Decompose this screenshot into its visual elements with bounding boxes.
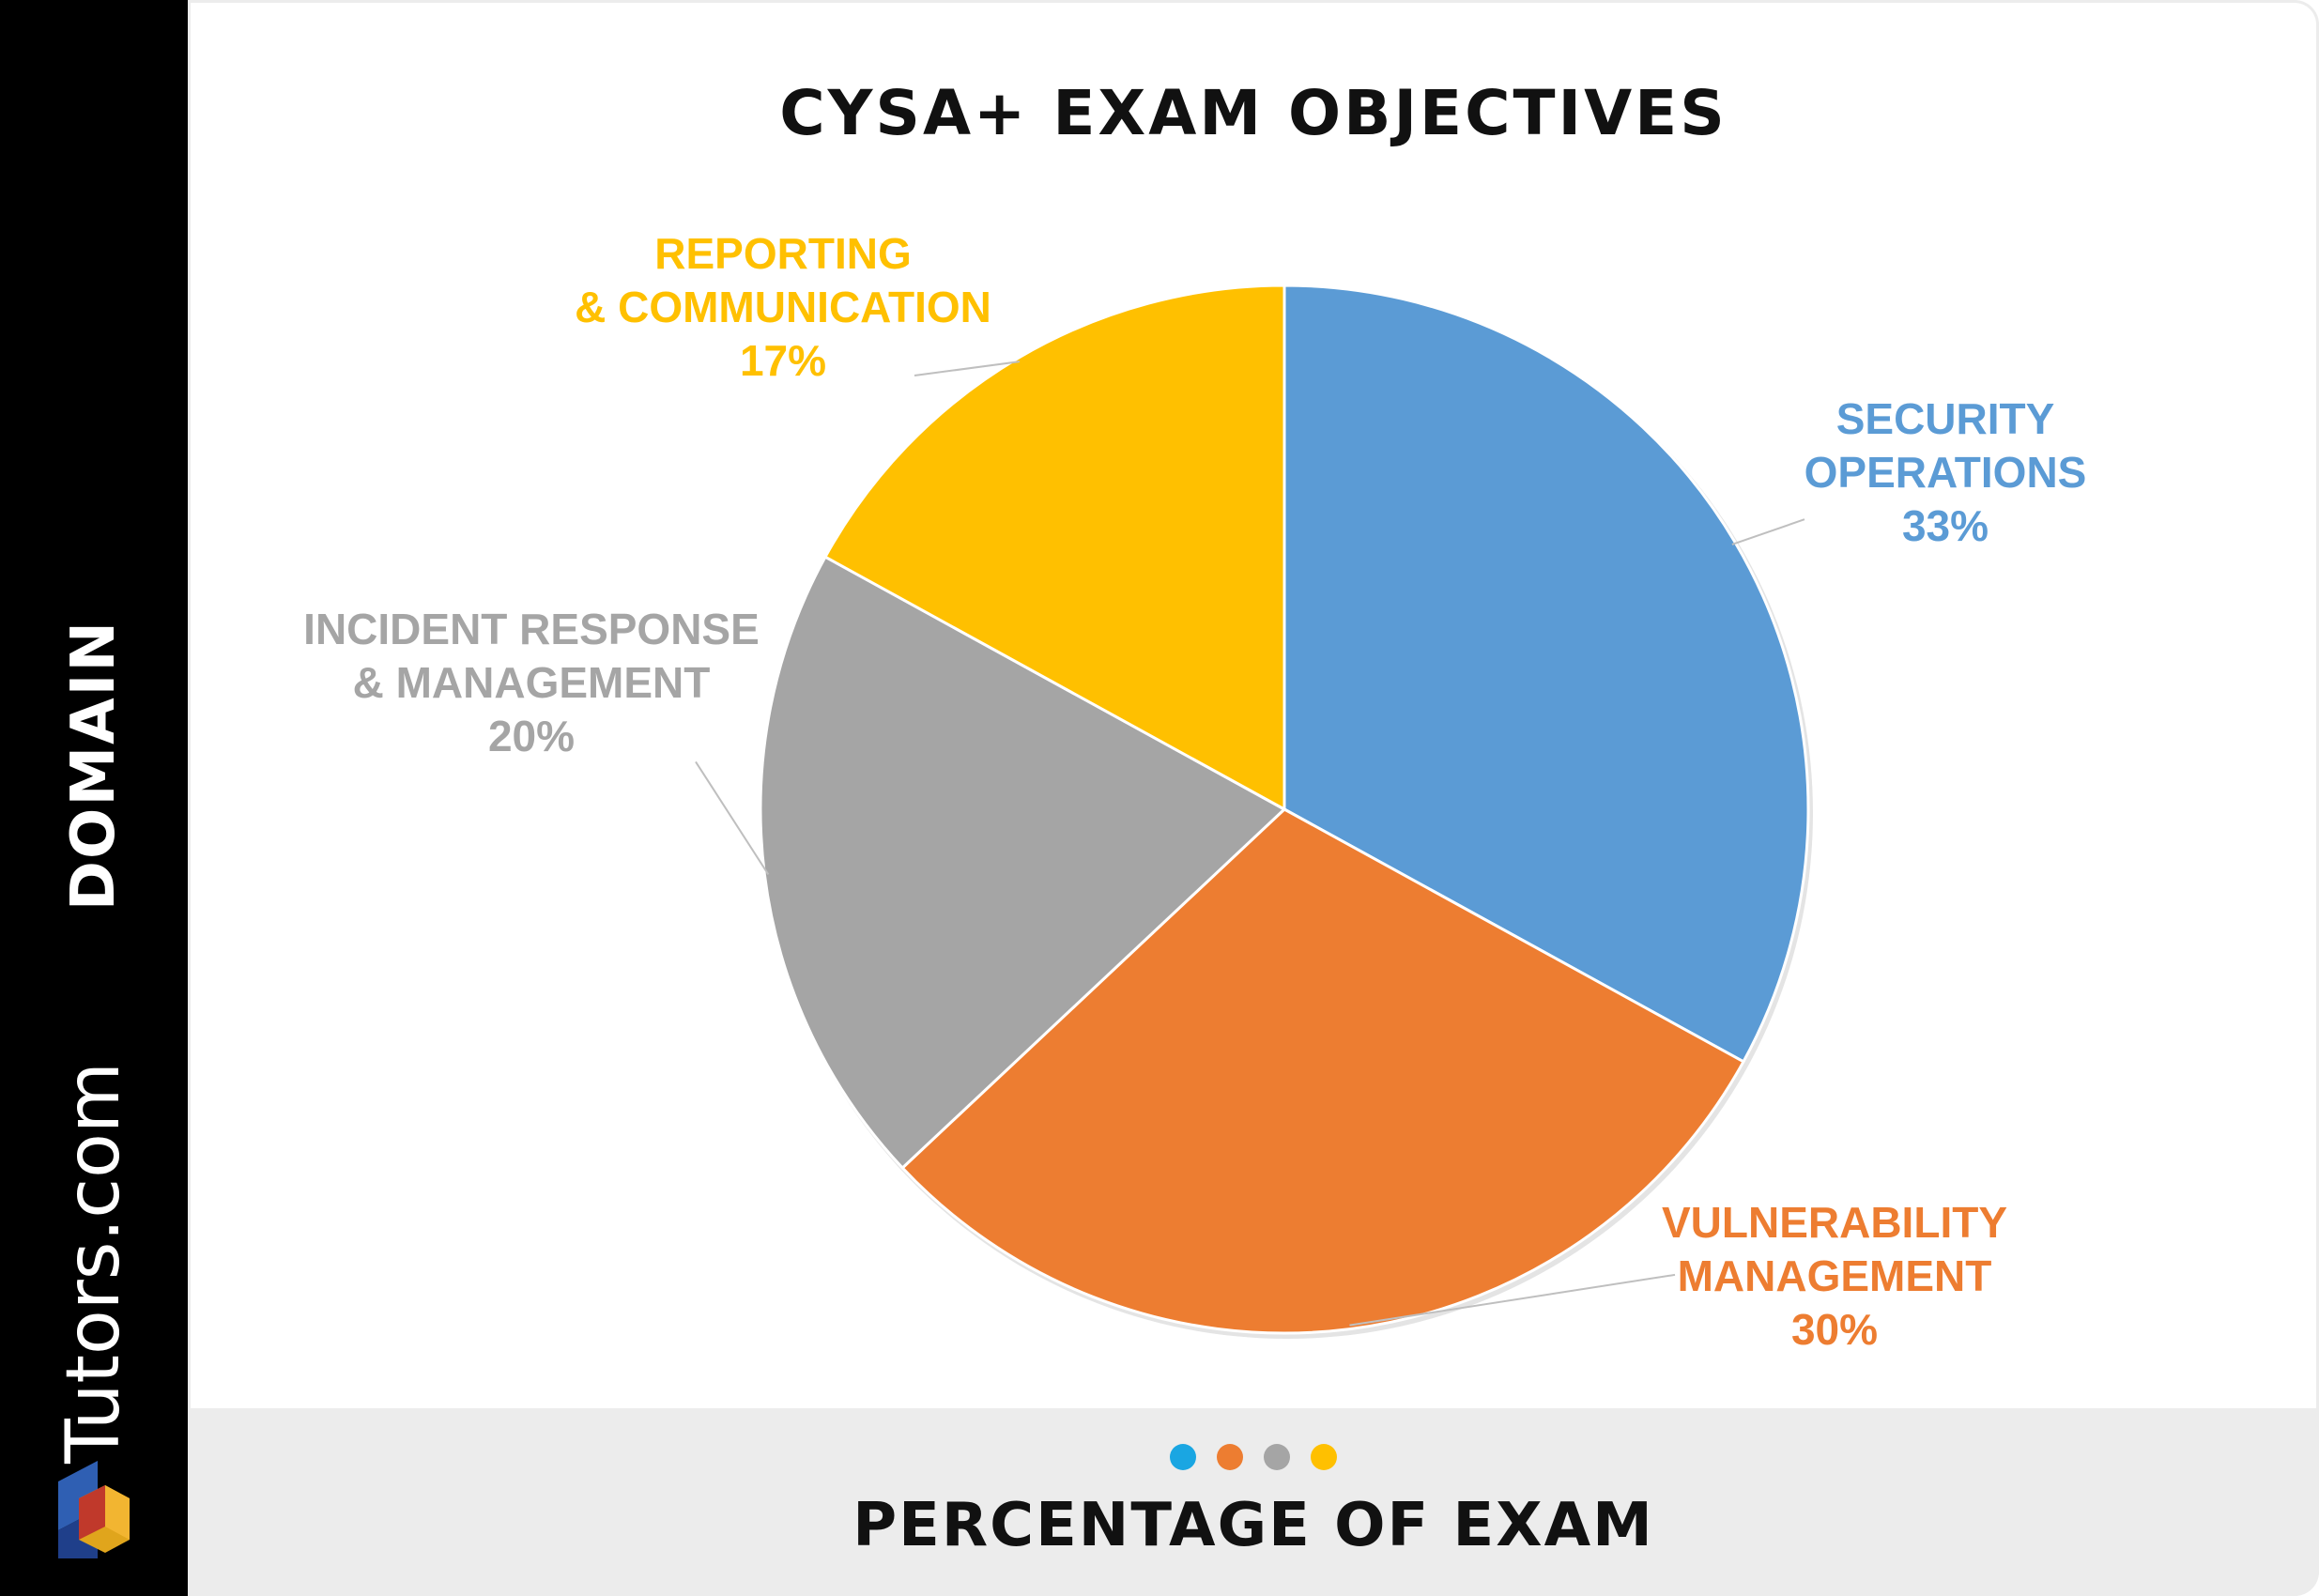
leader-line [695, 760, 770, 875]
data-label: REPORTING & COMMUNICATION 17% [575, 229, 991, 385]
pie-slice [822, 284, 1286, 812]
legend-dot [1217, 1444, 1243, 1470]
leader-line [914, 361, 1021, 376]
legend [188, 1444, 2319, 1470]
legend-dot [1311, 1444, 1337, 1470]
legend-dot [1264, 1444, 1290, 1470]
pie-slice [759, 555, 1287, 1171]
domain-axis-label: DOMAIN [59, 619, 129, 912]
tutors-cube-logo-icon [58, 1461, 130, 1558]
data-label: SECURITY OPERATIONS 33% [1805, 394, 2087, 550]
x-axis-label: PERCENTAGE OF EXAM [852, 1491, 1654, 1560]
pie-chart: SECURITY OPERATIONS 33% VULNERABILITY MANAGE… [303, 229, 2087, 1354]
pie-slice [900, 807, 1746, 1335]
leader-line [1349, 1273, 1676, 1327]
footer-band: PERCENTAGE OF EXAM [188, 1408, 2319, 1596]
leader-line [1731, 518, 1805, 545]
brand-name: Tutors.com [52, 1062, 136, 1464]
data-label: INCIDENT RESPONSE & MANAGEMENT 20% [303, 605, 760, 760]
data-label: VULNERABILITY MANAGEMENT 30% [1662, 1198, 2007, 1354]
legend-dot [1170, 1444, 1196, 1470]
chart-card: CYSA+ EXAM OBJECTIVES SECURITY OPERATIONS… [188, 0, 2319, 1596]
chart-title: CYSA+ EXAM OBJECTIVES [779, 77, 1728, 149]
sidebar: DOMAIN Tutors.com [0, 0, 188, 1596]
